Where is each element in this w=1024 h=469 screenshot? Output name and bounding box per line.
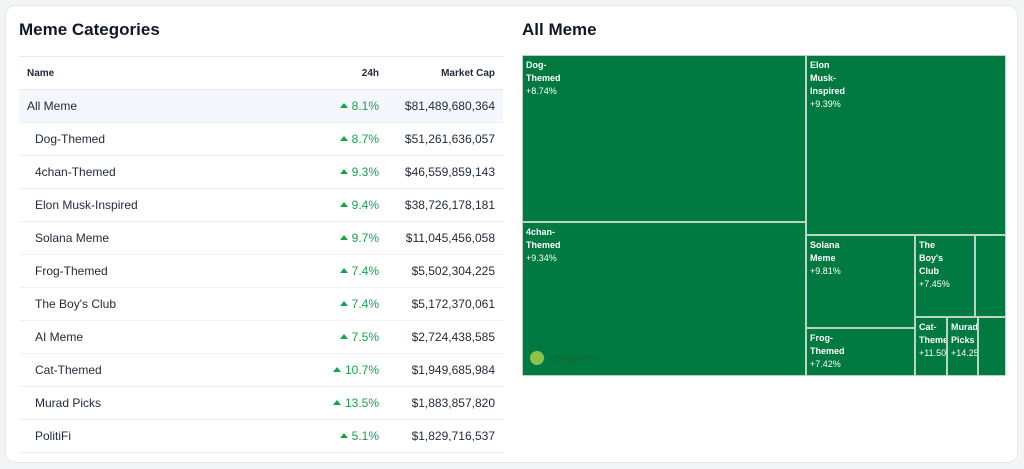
change-24h: 13.5%: [303, 386, 383, 420]
category-name[interactable]: Cat-Themed: [19, 353, 303, 387]
table-row[interactable]: AI Meme 7.5% $2,724,438,585: [19, 320, 503, 354]
treemap-cell[interactable]: [978, 317, 1006, 376]
cell-change: +7.45%: [919, 279, 950, 289]
cell-name: Solana Meme: [810, 240, 840, 263]
cell-name: Cat- Themed: [919, 322, 946, 345]
cell-change: +9.39%: [810, 99, 841, 109]
col-name[interactable]: Name: [19, 56, 303, 90]
category-name[interactable]: The Boy's Club: [19, 287, 303, 321]
col-market-cap[interactable]: Market Cap: [383, 56, 503, 90]
up-arrow-icon: [339, 169, 348, 174]
category-name[interactable]: Solana Meme: [19, 221, 303, 255]
up-arrow-icon: [339, 103, 348, 108]
up-arrow-icon: [339, 202, 348, 207]
categories-table: Name 24h Market Cap All Meme 8.1% $81,48…: [19, 56, 503, 453]
table-row[interactable]: Solana Meme 9.7% $11,045,456,058: [19, 221, 503, 255]
coingecko-watermark: coingecko: [530, 351, 598, 365]
market-cap: $1,829,716,537: [383, 419, 503, 453]
table-title: Meme Categories: [19, 20, 160, 39]
change-24h: 7.4%: [303, 287, 383, 321]
market-cap: $81,489,680,364: [383, 89, 503, 123]
treemap-cell[interactable]: Solana Meme +9.81%: [806, 235, 915, 328]
up-arrow-icon: [339, 235, 348, 240]
cell-change: +9.34%: [526, 253, 557, 263]
table-row[interactable]: All Meme 8.1% $81,489,680,364: [19, 89, 503, 123]
change-24h: 7.5%: [303, 320, 383, 354]
treemap-cell[interactable]: The Boy's Club +7.45%: [915, 235, 975, 317]
category-name[interactable]: Frog-Themed: [19, 254, 303, 288]
cell-name: Elon Musk- Inspired: [810, 60, 846, 96]
category-name[interactable]: 4chan-Themed: [19, 155, 303, 189]
up-arrow-icon: [339, 301, 348, 306]
cell-name: Murad Picks: [951, 322, 978, 345]
cell-change: +8.74%: [526, 86, 557, 96]
treemap-cell[interactable]: Dog- Themed +8.74%: [522, 55, 806, 222]
cell-change: +14.25%: [951, 348, 977, 358]
gecko-logo-icon: [530, 351, 544, 365]
cell-name: The Boy's Club: [919, 240, 944, 276]
cell-name: Frog- Themed: [810, 333, 845, 356]
category-name[interactable]: Murad Picks: [19, 386, 303, 420]
treemap-title: All Meme: [522, 20, 597, 39]
market-cap: $11,045,456,058: [383, 221, 503, 255]
market-cap: $1,883,857,820: [383, 386, 503, 420]
category-name[interactable]: Dog-Themed: [19, 122, 303, 156]
market-cap: $5,172,370,061: [383, 287, 503, 321]
market-cap: $46,559,859,143: [383, 155, 503, 189]
up-arrow-icon: [332, 367, 341, 372]
up-arrow-icon: [339, 136, 348, 141]
change-24h: 9.4%: [303, 188, 383, 222]
change-24h: 10.7%: [303, 353, 383, 387]
treemap-cell[interactable]: Frog- Themed +7.42%: [806, 328, 915, 376]
up-arrow-icon: [339, 433, 348, 438]
market-cap: $2,724,438,585: [383, 320, 503, 354]
meme-card: Meme Categories Name 24h Market Cap All …: [5, 5, 1018, 463]
change-24h: 8.7%: [303, 122, 383, 156]
table-row[interactable]: Murad Picks 13.5% $1,883,857,820: [19, 386, 503, 420]
table-row[interactable]: Frog-Themed 7.4% $5,502,304,225: [19, 254, 503, 288]
table-row[interactable]: Cat-Themed 10.7% $1,949,685,984: [19, 353, 503, 387]
table-row[interactable]: Dog-Themed 8.7% $51,261,636,057: [19, 122, 503, 156]
change-24h: 9.7%: [303, 221, 383, 255]
change-24h: 9.3%: [303, 155, 383, 189]
table-row[interactable]: 4chan-Themed 9.3% $46,559,859,143: [19, 155, 503, 189]
treemap-cell[interactable]: Elon Musk- Inspired +9.39%: [806, 55, 1006, 235]
table-row[interactable]: Elon Musk-Inspired 9.4% $38,726,178,181: [19, 188, 503, 222]
up-arrow-icon: [339, 334, 348, 339]
treemap-cell[interactable]: Murad Picks +14.25%: [947, 317, 978, 376]
change-24h: 5.1%: [303, 419, 383, 453]
treemap-cell[interactable]: [975, 235, 1006, 317]
market-cap: $5,502,304,225: [383, 254, 503, 288]
cell-change: +7.42%: [810, 359, 841, 369]
category-name[interactable]: PolitiFi: [19, 419, 303, 453]
market-cap: $51,261,636,057: [383, 122, 503, 156]
change-24h: 7.4%: [303, 254, 383, 288]
col-24h[interactable]: 24h: [303, 56, 383, 90]
category-name[interactable]: AI Meme: [19, 320, 303, 354]
up-arrow-icon: [339, 268, 348, 273]
market-cap: $38,726,178,181: [383, 188, 503, 222]
category-name[interactable]: All Meme: [19, 89, 303, 123]
table-row[interactable]: The Boy's Club 7.4% $5,172,370,061: [19, 287, 503, 321]
cell-change: +11.50%: [919, 348, 947, 358]
treemap-cell[interactable]: Cat- Themed +11.50%: [915, 317, 947, 376]
market-cap: $1,949,685,984: [383, 353, 503, 387]
table-row[interactable]: PolitiFi 5.1% $1,829,716,537: [19, 419, 503, 453]
category-name[interactable]: Elon Musk-Inspired: [19, 188, 303, 222]
cell-name: Dog- Themed: [526, 60, 561, 83]
treemap: Murad Picks +14.25% Cat- Themed +11.50% The …: [522, 55, 1006, 376]
up-arrow-icon: [332, 400, 341, 405]
treemap-cell[interactable]: 4chan- Themed +9.34%: [522, 222, 806, 376]
cell-change: +9.81%: [810, 266, 841, 276]
change-24h: 8.1%: [303, 89, 383, 123]
cell-name: 4chan- Themed: [526, 227, 561, 250]
